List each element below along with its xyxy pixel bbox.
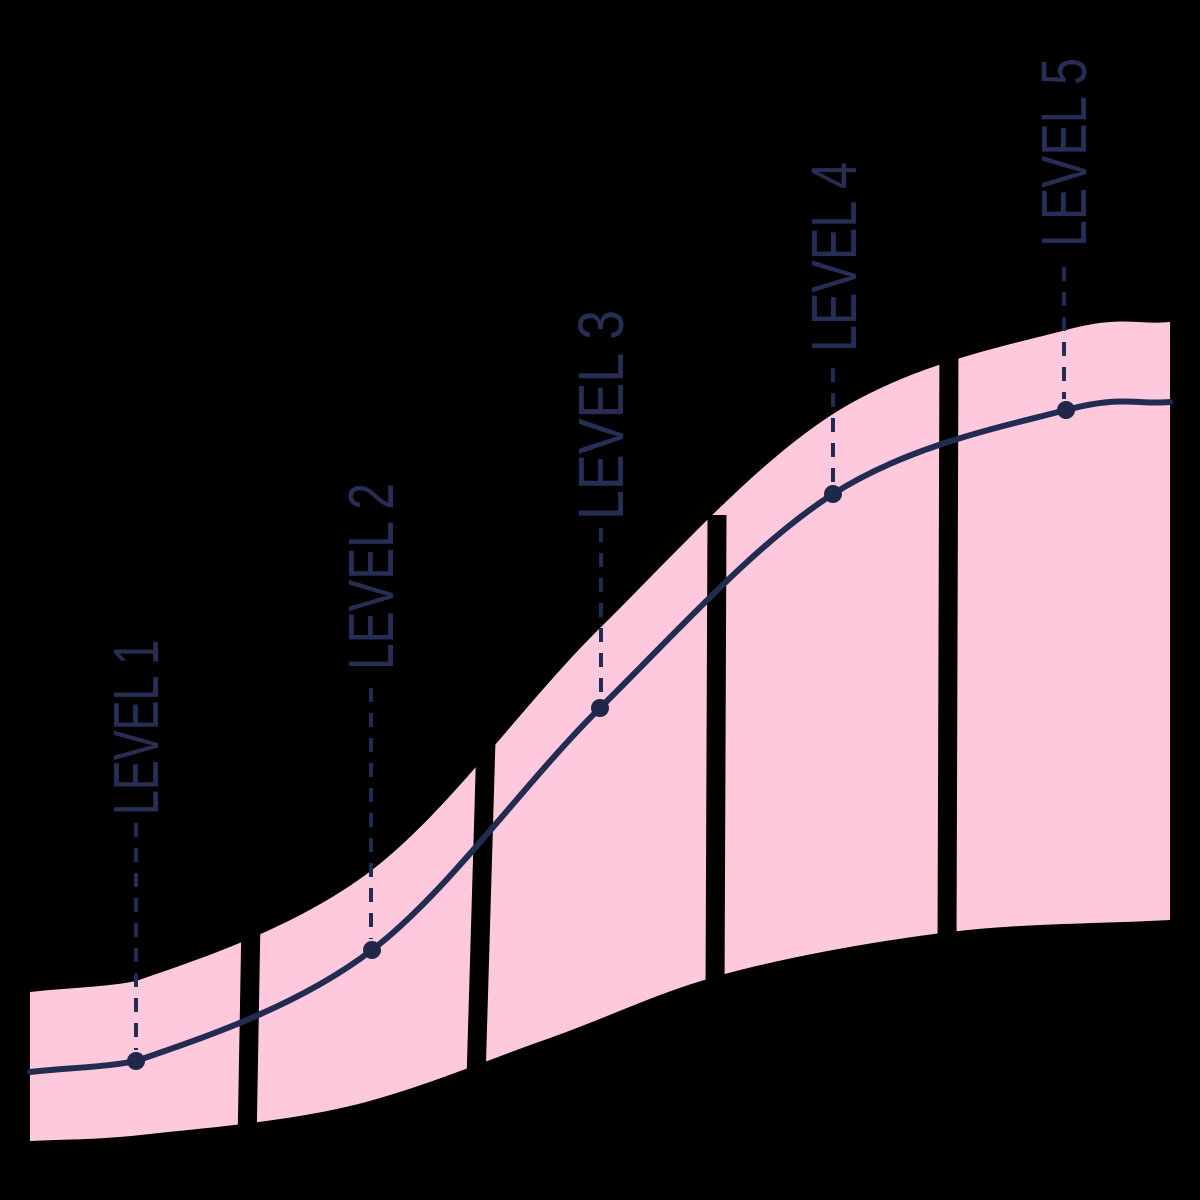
levels-group: LEVEL 1 LEVEL 2 LEVEL 3 LEVEL 4 LEVEL 5 — [100, 58, 1100, 1070]
level-2-label: LEVEL 2 — [335, 483, 407, 670]
level-3-label: LEVEL 3 — [565, 310, 637, 520]
maturity-band — [30, 321, 1170, 1141]
band-gap-1 — [237, 919, 261, 1146]
band-gap-4 — [937, 335, 959, 946]
band-gap-2 — [466, 739, 496, 1081]
level-3-dot — [591, 699, 609, 717]
level-2-dot — [363, 941, 381, 959]
level-5-dot — [1057, 401, 1075, 419]
level-4-label: LEVEL 4 — [798, 162, 870, 352]
level-4-dot — [824, 485, 842, 503]
level-1-dot — [127, 1052, 145, 1070]
level-5-label: LEVEL 5 — [1028, 58, 1100, 247]
level-1-label: LEVEL 1 — [100, 640, 172, 815]
